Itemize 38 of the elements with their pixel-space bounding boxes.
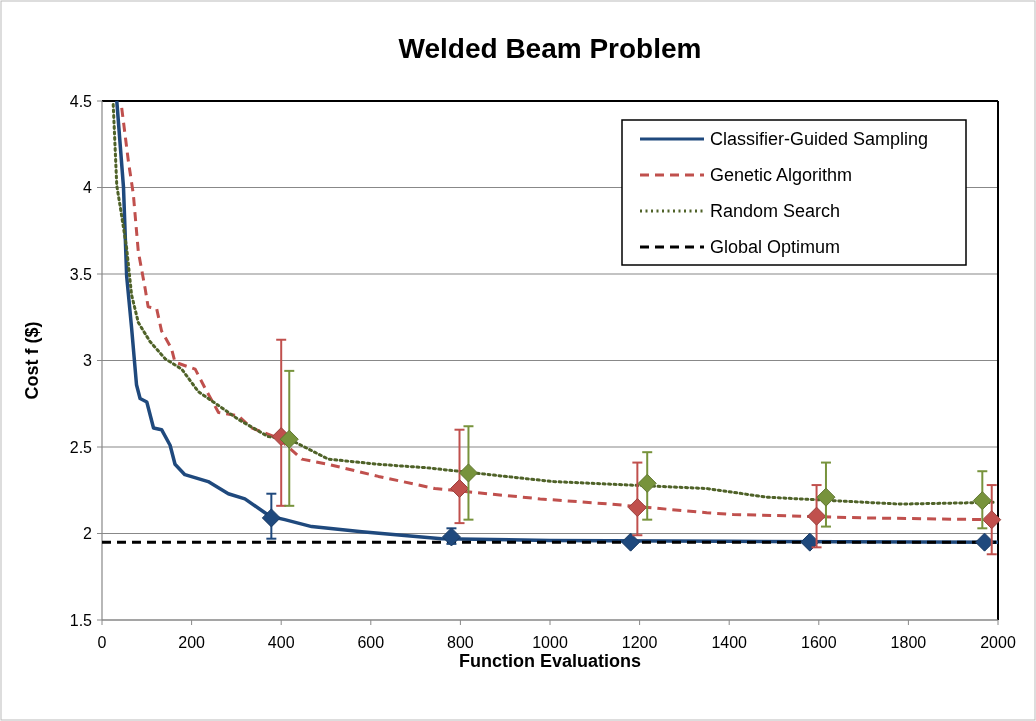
x-tick-label: 800 bbox=[447, 634, 474, 651]
point bbox=[637, 473, 657, 493]
point bbox=[816, 487, 836, 507]
x-tick-label: 1800 bbox=[890, 634, 927, 651]
x-tick-label: 600 bbox=[357, 634, 385, 651]
y-tick-label: 1.5 bbox=[69, 611, 93, 629]
x-tick-label: 1600 bbox=[801, 634, 837, 651]
legend-label: Classifier-Guided Sampling bbox=[710, 129, 929, 150]
legend-label: Genetic Algorithm bbox=[710, 165, 853, 186]
x-tick-label: 200 bbox=[178, 634, 206, 651]
point bbox=[800, 532, 820, 552]
point bbox=[458, 463, 478, 483]
point bbox=[975, 532, 995, 552]
y-tick-label: 4 bbox=[83, 179, 93, 197]
y-tick-label: 2 bbox=[83, 525, 93, 543]
y-tick-label: 2.5 bbox=[69, 438, 93, 456]
x-axis-title: Function Evaluations bbox=[458, 651, 642, 671]
point bbox=[982, 510, 1002, 530]
legend-label: Random Search bbox=[710, 201, 841, 222]
x-tick-label: 400 bbox=[267, 634, 295, 651]
x-tick-label: 1200 bbox=[621, 634, 658, 651]
x-tick-label: 2000 bbox=[980, 634, 1016, 651]
point bbox=[621, 532, 641, 552]
point bbox=[807, 506, 827, 526]
x-tick-label: 0 bbox=[97, 634, 107, 651]
point bbox=[261, 508, 281, 528]
y-tick-label: 3 bbox=[83, 352, 93, 370]
legend-label: Global Optimum bbox=[710, 237, 841, 258]
chart-title: Welded Beam Problem bbox=[398, 33, 702, 64]
point bbox=[627, 498, 647, 518]
point bbox=[450, 479, 469, 499]
point bbox=[972, 491, 992, 511]
y-axis-title: Cost f ($) bbox=[22, 321, 42, 400]
point bbox=[279, 429, 299, 449]
y-tick-label: 4.5 bbox=[69, 92, 93, 110]
y-tick-label: 3.5 bbox=[69, 265, 93, 283]
x-tick-label: 1400 bbox=[711, 634, 748, 651]
x-tick-label: 1000 bbox=[532, 634, 568, 651]
